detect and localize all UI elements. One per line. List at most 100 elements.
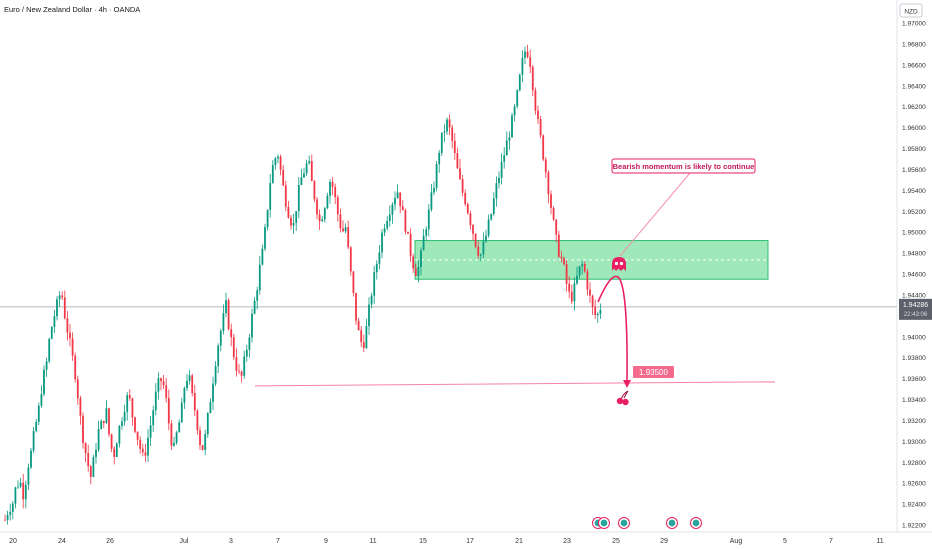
candle-body <box>469 213 472 226</box>
symbol-title: Euro / New Zealand Dollar · 4h · OANDA <box>4 5 140 14</box>
candle-body <box>183 388 186 403</box>
candle-body <box>92 457 95 477</box>
candle-body <box>232 337 235 358</box>
event-markers[interactable] <box>592 517 702 529</box>
candle-body <box>76 379 79 399</box>
price-tick-label: 1.94000 <box>902 334 926 341</box>
price-tick-label: 1.93000 <box>902 439 926 446</box>
time-tick-label: 3 <box>229 538 233 545</box>
candle-body <box>422 235 425 251</box>
candle-body <box>71 338 74 356</box>
candle-body <box>492 198 495 214</box>
price-tick-label: 1.95600 <box>902 167 926 174</box>
candle-body <box>459 168 461 179</box>
candle-body <box>160 378 162 382</box>
annotation-box <box>611 158 756 174</box>
time-tick-label: 26 <box>106 538 114 545</box>
candle-body <box>24 484 27 500</box>
candle-body <box>141 448 144 453</box>
candle-body <box>490 213 493 220</box>
candle-body <box>547 172 550 195</box>
projection-arrow[interactable] <box>597 275 628 383</box>
candle-body <box>524 51 526 58</box>
candle-body <box>37 405 40 422</box>
ghost-icon <box>612 257 626 271</box>
candle-body <box>386 220 389 229</box>
candle-body <box>456 153 459 169</box>
candle-body <box>300 177 303 185</box>
candle-body <box>45 361 48 370</box>
support-line[interactable] <box>254 381 776 387</box>
candle-body <box>334 186 337 198</box>
candle-body <box>521 57 524 75</box>
candle-body <box>404 210 407 232</box>
candle-body <box>19 482 22 487</box>
currency-button[interactable]: NZD <box>899 3 923 18</box>
candle-body <box>326 195 329 209</box>
candle-body <box>136 431 139 440</box>
candle-body <box>446 119 448 132</box>
price-tick-label: 1.92400 <box>902 502 926 509</box>
candle-body <box>466 204 469 214</box>
candle-body <box>230 329 233 338</box>
price-tick-label: 1.95000 <box>902 230 926 237</box>
time-tick-label: Jul <box>180 538 189 545</box>
candle-body <box>310 161 313 182</box>
candle-body <box>420 250 422 267</box>
candle-body <box>43 369 45 395</box>
candle-body <box>22 482 25 500</box>
price-tick-label: 1.95400 <box>902 188 926 195</box>
annotation-callout[interactable]: Bearish momentum is likely to continue <box>611 158 756 174</box>
candle-body <box>243 356 246 376</box>
candle-body <box>498 177 500 184</box>
candle-body <box>121 421 123 426</box>
candle-body <box>550 194 552 209</box>
candle-body <box>69 332 71 339</box>
candle-body <box>235 357 238 371</box>
candle-body <box>383 228 386 233</box>
event-marker[interactable] <box>618 517 630 529</box>
candle-body <box>563 258 565 265</box>
candle-body <box>375 263 378 273</box>
candle-body <box>316 199 318 215</box>
current-price-value: 1.94286 <box>903 302 928 309</box>
candle-body <box>292 222 295 226</box>
candle-body <box>474 233 477 247</box>
candle-body <box>355 292 357 321</box>
event-marker[interactable] <box>666 517 678 529</box>
candle-body <box>461 178 464 193</box>
candle-body <box>318 214 321 222</box>
price-tick-label: 1.94800 <box>902 251 926 258</box>
candle-body <box>329 181 331 196</box>
candle-body <box>180 402 183 423</box>
candle-body <box>560 256 563 259</box>
event-marker[interactable] <box>598 517 610 529</box>
candle-body <box>209 401 212 414</box>
time-tick-label: 17 <box>466 538 474 545</box>
candle-body <box>357 320 360 331</box>
candle-body <box>63 297 66 319</box>
candle-body <box>295 211 298 223</box>
price-axis[interactable]: 1.97000 1.96800 1.96600 1.96400 1.96200 1.960… <box>896 0 926 532</box>
candle-body <box>214 366 217 384</box>
candle-body <box>352 271 355 293</box>
candle-body <box>74 355 77 380</box>
price-tick-label: 1.95200 <box>902 209 926 216</box>
candle-body <box>365 326 368 349</box>
candle-body <box>123 411 126 422</box>
event-marker[interactable] <box>690 517 702 529</box>
candle-body <box>378 252 381 264</box>
candle-body <box>401 206 404 211</box>
candle-body <box>251 313 253 338</box>
candle-body <box>126 395 129 412</box>
candle-body <box>204 434 207 450</box>
candle-body <box>344 227 347 232</box>
candle-body <box>583 264 586 272</box>
candle-body <box>303 173 305 178</box>
candle-body <box>396 192 399 199</box>
candle-body <box>32 431 35 451</box>
time-axis[interactable]: 20 24 26 Jul 3 7 9 11 15 17 21 23 25 29 Aug 5 7 11 <box>0 531 932 545</box>
target-price-badge[interactable]: 1.93500 <box>633 366 674 378</box>
candle-body <box>388 214 391 221</box>
